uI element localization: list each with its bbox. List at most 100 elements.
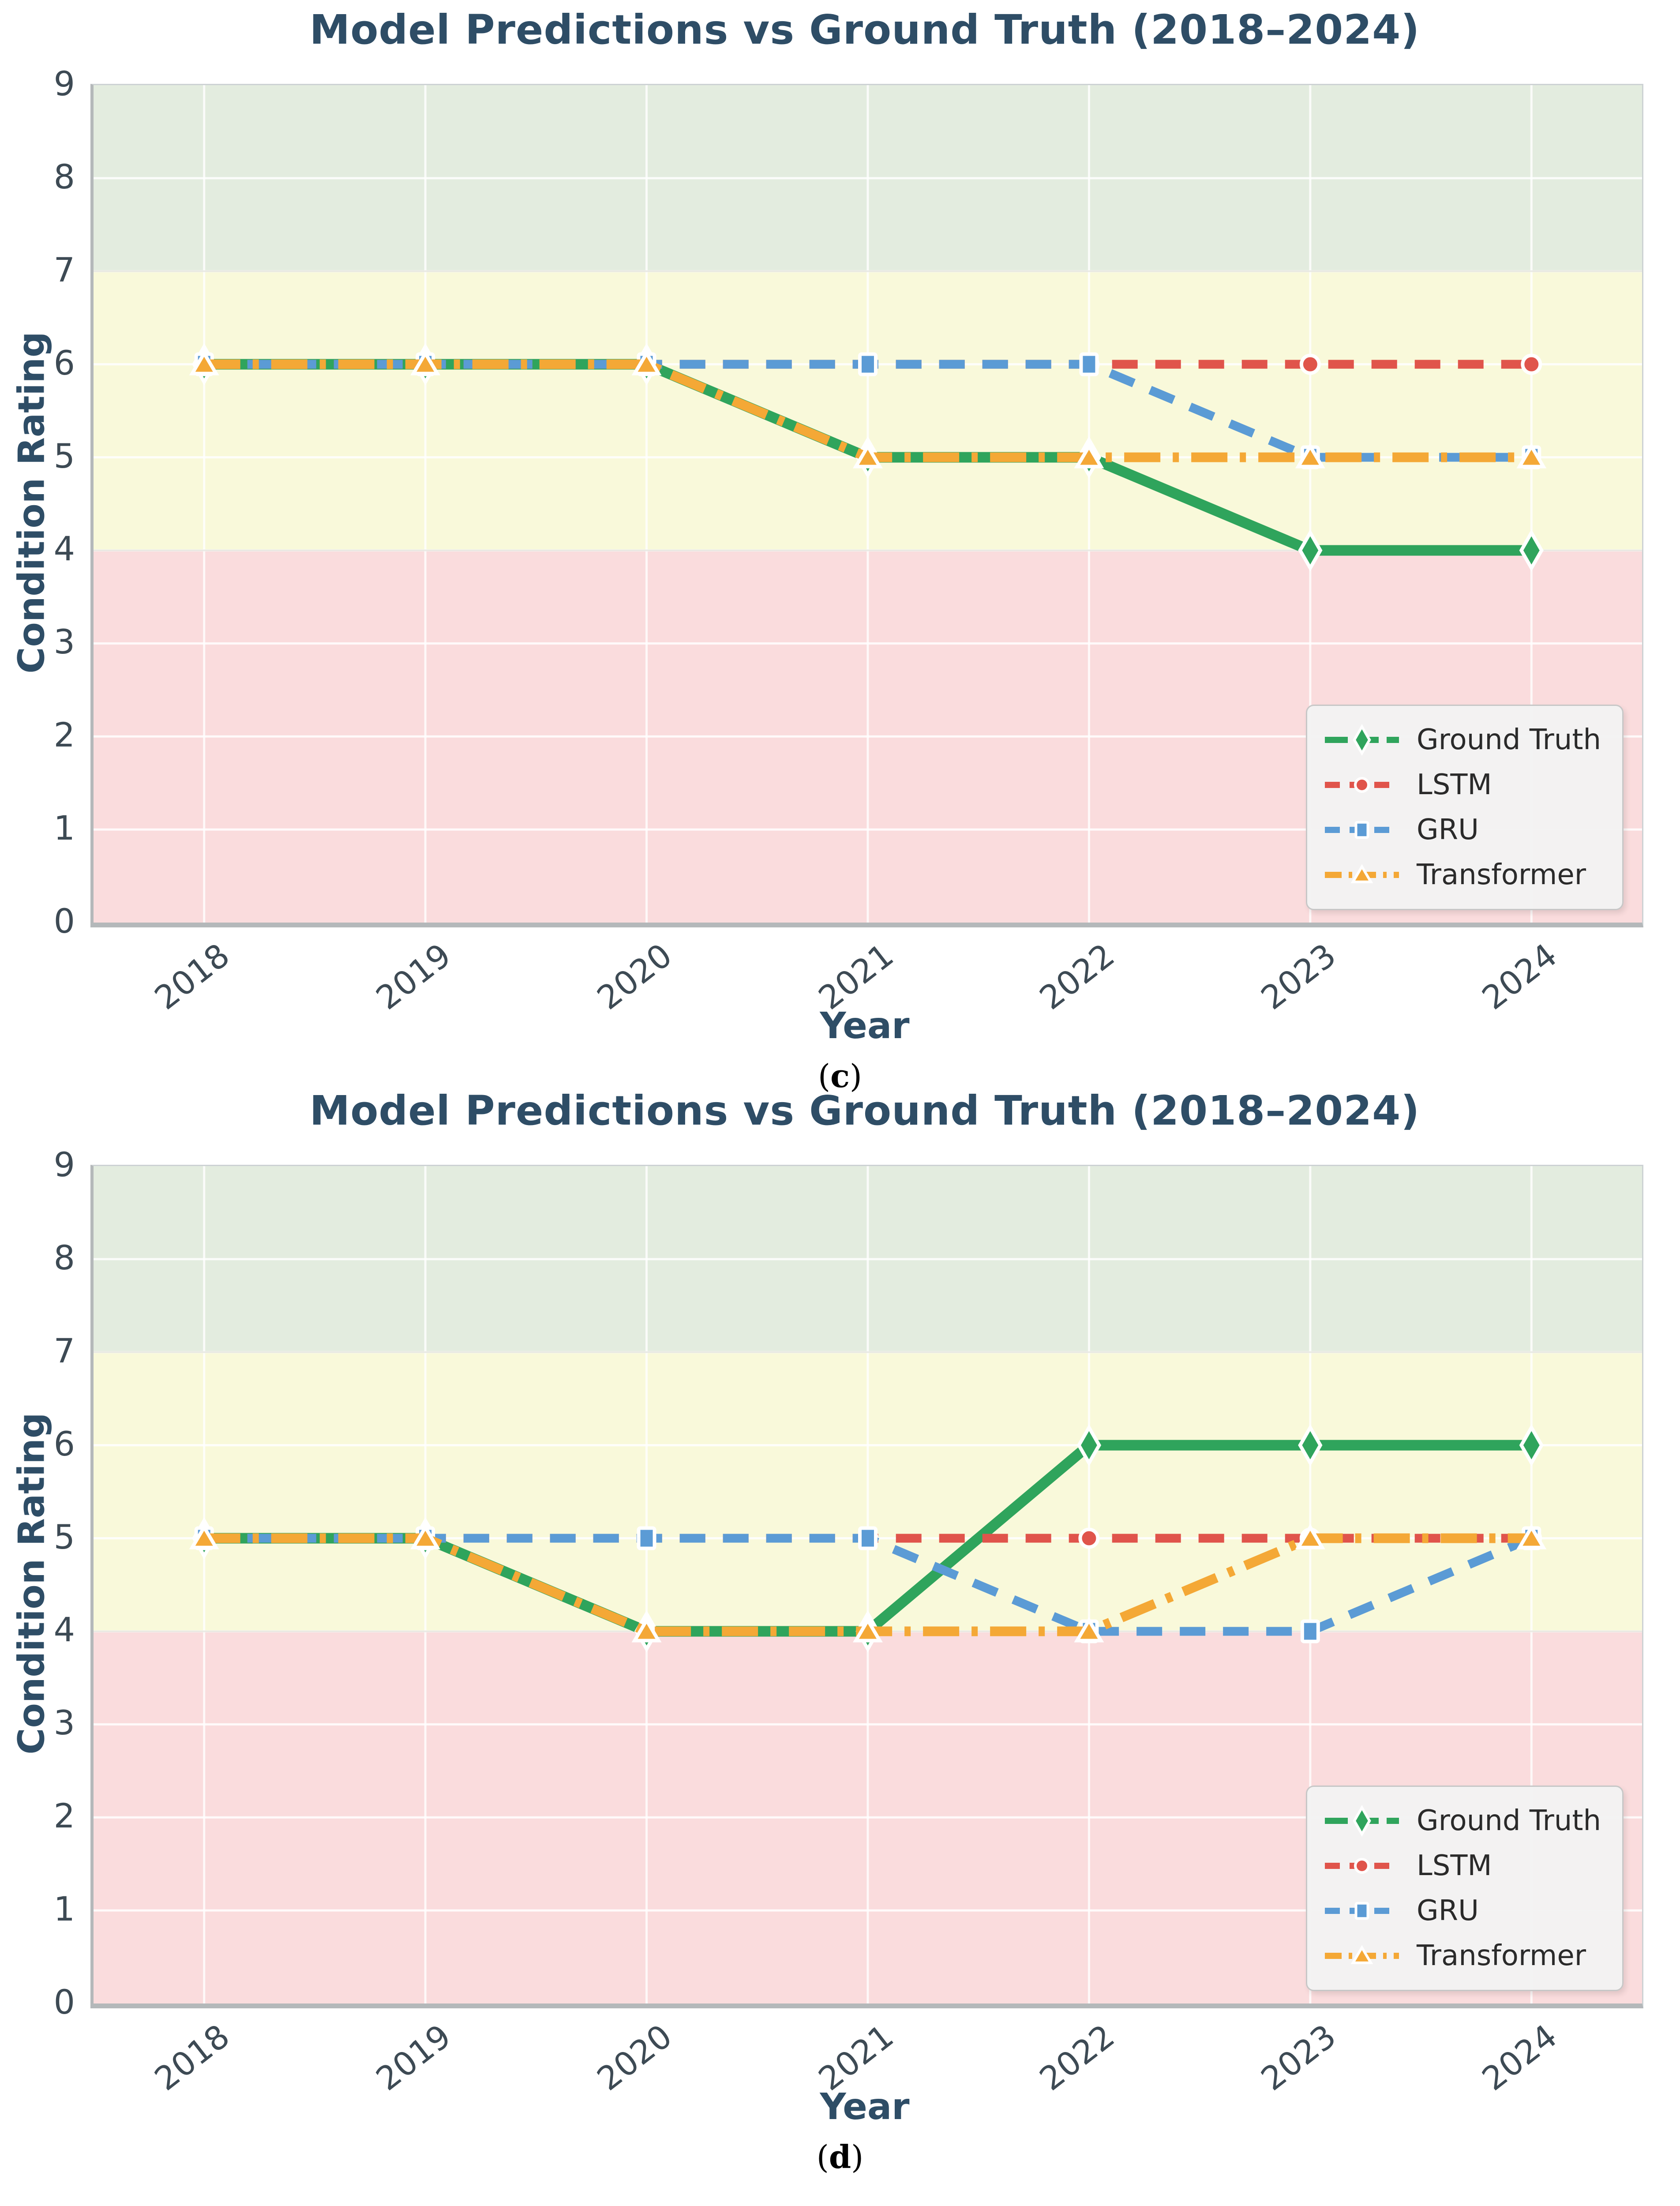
figure-d: Model Predictions vs Ground Truth (2018–… — [0, 1081, 1680, 2184]
square-marker — [1354, 821, 1369, 839]
circle-marker — [1354, 1858, 1370, 1874]
x-axis-ticks: 2018 2019 2020 2021 2022 2023 2024 — [90, 932, 1639, 1017]
legend-sample-gru — [1325, 1902, 1399, 1920]
square-marker — [858, 352, 878, 376]
legend-item-transformer: Transformer — [1322, 852, 1601, 897]
x-axis-label: Year — [820, 1005, 910, 1047]
legend-item-lstm: LSTM — [1322, 1843, 1601, 1888]
plot-area: Ground Truth LSTM GRU Transformer — [90, 84, 1643, 927]
legend-label: Ground Truth — [1417, 724, 1601, 756]
circle-marker — [1354, 777, 1370, 793]
legend-label: LSTM — [1417, 1850, 1492, 1882]
triangle-marker — [1295, 1523, 1325, 1549]
triangle-marker — [1074, 443, 1104, 469]
diamond-marker — [1298, 529, 1323, 572]
figure-c: Model Predictions vs Ground Truth (2018–… — [0, 6, 1680, 1095]
caption-paren-close: ) — [849, 1058, 862, 1095]
y-tick-label: 4 — [53, 1610, 75, 1650]
square-marker — [858, 1526, 878, 1550]
y-tick-label: 1 — [53, 1889, 75, 1929]
y-tick-label: 2 — [53, 715, 75, 755]
legend-sample-transformer — [1325, 864, 1399, 883]
legend-item-transformer: Transformer — [1322, 1933, 1601, 1978]
legend-label: Transformer — [1417, 1940, 1586, 1972]
legend-sample-lstm — [1325, 1858, 1399, 1874]
legend-item-ground-truth: Ground Truth — [1322, 1798, 1601, 1843]
legend-item-lstm: LSTM — [1322, 762, 1601, 807]
triangle-marker — [1350, 864, 1373, 883]
legend: Ground Truth LSTM GRU Transformer — [1306, 705, 1624, 910]
triangle-marker — [853, 1617, 883, 1643]
y-tick-label: 2 — [53, 1796, 75, 1836]
diamond-marker — [1519, 1424, 1544, 1467]
y-tick-label: 4 — [53, 529, 75, 569]
triangle-marker — [1516, 443, 1547, 469]
y-axis-ticks: 0 1 2 3 4 5 6 7 8 9 — [0, 1145, 82, 2022]
triangle-marker — [631, 349, 662, 375]
legend-label: Ground Truth — [1417, 1805, 1601, 1837]
circle-marker — [1299, 353, 1321, 375]
caption-letter: d — [829, 2138, 851, 2176]
triangle-marker — [189, 349, 219, 375]
y-tick-label: 8 — [53, 1238, 75, 1277]
legend-sample-lstm — [1325, 777, 1399, 793]
triangle-marker — [189, 1523, 219, 1549]
caption-paren-open: ( — [818, 1058, 831, 1095]
square-marker — [1079, 352, 1099, 376]
diamond-marker — [1353, 1805, 1371, 1837]
y-tick-label: 3 — [53, 1703, 75, 1743]
y-tick-label: 7 — [53, 250, 75, 289]
triangle-marker — [1295, 443, 1325, 469]
circle-marker — [1521, 353, 1542, 375]
legend-label: GRU — [1417, 1895, 1479, 1927]
y-tick-label: 0 — [53, 901, 75, 941]
x-axis-label: Year — [820, 2086, 910, 2128]
triangle-marker — [1516, 1523, 1547, 1549]
y-tick-label: 0 — [53, 1982, 75, 2022]
diamond-marker — [1076, 1424, 1102, 1467]
y-tick-label: 9 — [53, 64, 75, 103]
plot-area: Ground Truth LSTM GRU Transformer — [90, 1165, 1643, 2008]
caption-letter: c — [830, 1057, 850, 1095]
y-axis-ticks: 0 1 2 3 4 5 6 7 8 9 — [0, 64, 82, 941]
legend-item-gru: GRU — [1322, 807, 1601, 852]
y-tick-label: 6 — [53, 1424, 75, 1463]
caption-paren-open: ( — [816, 2138, 829, 2176]
caption-paren-close: ) — [851, 2138, 864, 2176]
square-marker — [637, 1526, 656, 1550]
legend-label: Transformer — [1417, 859, 1586, 891]
legend-sample-ground-truth — [1325, 724, 1399, 756]
triangle-marker — [631, 1617, 662, 1643]
diamond-marker — [1298, 1424, 1323, 1467]
circle-marker — [1078, 1527, 1100, 1549]
chart-title: Model Predictions vs Ground Truth (2018–… — [309, 6, 1420, 53]
figure-caption: (d) — [0, 2138, 1680, 2176]
y-tick-label: 5 — [53, 436, 75, 476]
legend-label: LSTM — [1417, 769, 1492, 801]
y-tick-label: 5 — [53, 1517, 75, 1557]
y-tick-label: 8 — [53, 157, 75, 196]
legend-item-gru: GRU — [1322, 1888, 1601, 1933]
x-axis-ticks: 2018 2019 2020 2021 2022 2023 2024 — [90, 2013, 1639, 2098]
triangle-marker — [410, 349, 441, 375]
y-tick-label: 9 — [53, 1145, 75, 1184]
y-tick-label: 7 — [53, 1331, 75, 1370]
chart-title: Model Predictions vs Ground Truth (2018–… — [309, 1087, 1420, 1134]
diamond-marker — [1353, 724, 1371, 756]
y-tick-label: 1 — [53, 808, 75, 848]
legend-item-ground-truth: Ground Truth — [1322, 717, 1601, 762]
square-marker — [1300, 1619, 1320, 1643]
figure-caption: (c) — [0, 1057, 1680, 1095]
triangle-marker — [853, 443, 883, 469]
y-tick-label: 3 — [53, 622, 75, 662]
legend-sample-ground-truth — [1325, 1805, 1399, 1837]
legend-label: GRU — [1417, 814, 1479, 846]
diamond-marker — [1519, 529, 1544, 572]
y-tick-label: 6 — [53, 343, 75, 383]
triangle-marker — [1350, 1945, 1373, 1964]
legend-sample-transformer — [1325, 1945, 1399, 1964]
triangle-marker — [410, 1523, 441, 1549]
triangle-marker — [1074, 1617, 1104, 1643]
square-marker — [1354, 1902, 1369, 1920]
